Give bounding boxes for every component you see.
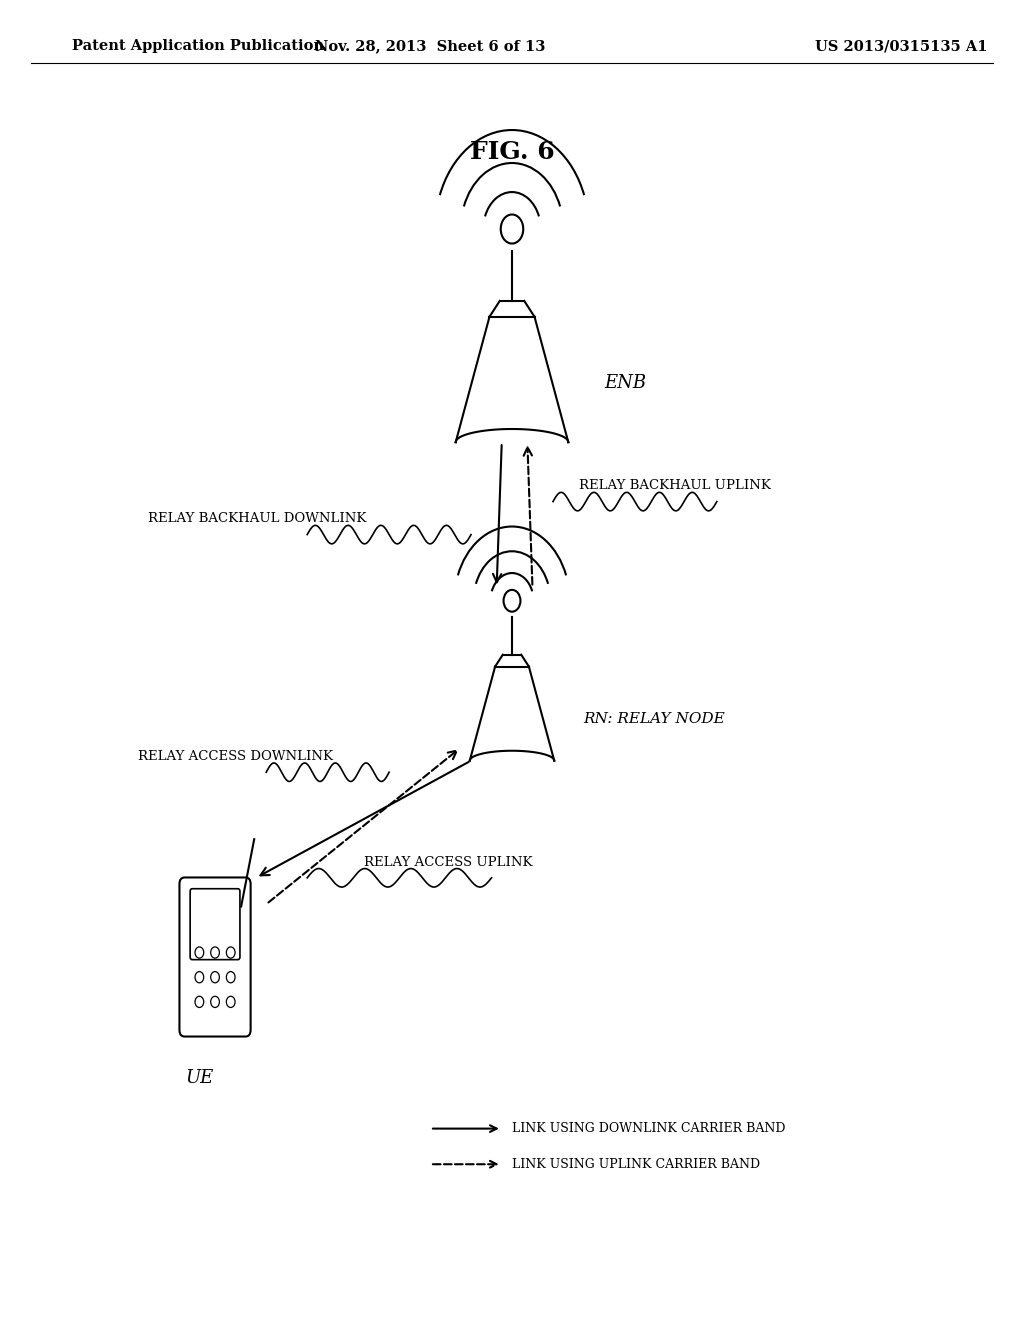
Text: LINK USING DOWNLINK CARRIER BAND: LINK USING DOWNLINK CARRIER BAND <box>512 1122 785 1135</box>
Text: RN: RELAY NODE: RN: RELAY NODE <box>584 713 725 726</box>
Text: RELAY BACKHAUL DOWNLINK: RELAY BACKHAUL DOWNLINK <box>148 512 367 525</box>
Text: FIG. 6: FIG. 6 <box>470 140 554 164</box>
Text: UE: UE <box>185 1069 214 1088</box>
Text: US 2013/0315135 A1: US 2013/0315135 A1 <box>815 40 987 53</box>
Text: RELAY ACCESS DOWNLINK: RELAY ACCESS DOWNLINK <box>138 750 333 763</box>
Text: Patent Application Publication: Patent Application Publication <box>72 40 324 53</box>
Text: ENB: ENB <box>604 374 646 392</box>
Text: Nov. 28, 2013  Sheet 6 of 13: Nov. 28, 2013 Sheet 6 of 13 <box>315 40 545 53</box>
Text: LINK USING UPLINK CARRIER BAND: LINK USING UPLINK CARRIER BAND <box>512 1158 760 1171</box>
Text: RELAY ACCESS UPLINK: RELAY ACCESS UPLINK <box>364 855 532 869</box>
Text: RELAY BACKHAUL UPLINK: RELAY BACKHAUL UPLINK <box>579 479 770 492</box>
